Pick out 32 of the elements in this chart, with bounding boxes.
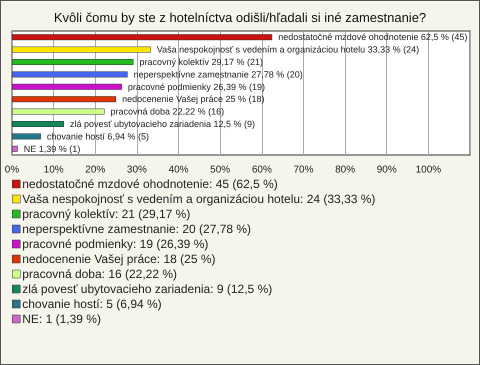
legend-label: neperspektívne zamestnanie: 20 (27,78 %) [22,222,252,236]
x-tick-label: 60% [252,164,272,176]
legend-label: pracovná doba: 16 (22,22 %) [22,267,178,281]
data-label: nedocenenie Vašej práce 25 % (18) [122,94,265,104]
x-tick-label: 90% [376,164,397,176]
x-tick-label: 20% [85,164,106,176]
x-tick-label: 40% [168,164,189,176]
legend-label: chovanie hostí: 5 (6,94 %) [22,297,162,311]
x-tick-label: 10% [44,164,64,176]
x-tick-label: 50% [210,164,230,176]
x-tick-label: 0% [4,164,20,176]
legend-label: zlá povesť ubytovacieho zariadenia: 9 (12,5 %) [22,282,272,296]
legend-label: NE: 1 (1,39 %) [22,312,101,326]
x-tick-label: 70% [293,164,314,176]
data-label: Vaša nespokojnosť s vedením a organizáciou hotelu 33,33 % (24) [156,44,420,55]
data-label: pracovná doba 22,22 % (16) [110,106,224,117]
data-label: NE 1,39 % (1) [24,144,80,154]
legend-label: pracovné podmienky: 19 (26,39 %) [22,237,208,251]
data-label: pracovný kolektív 29,17 % (21) [139,57,264,67]
x-tick-label: 80% [335,164,356,176]
data-label: neperspektívne zamestnanie 27,78 % (20) [134,69,303,80]
data-label: nedostatočné mzdové ohodnotenie 62,5 % (45) [278,32,468,42]
legend-label: nedostatočné mzdové ohodnotenie: 45 (62,5 %) [22,177,278,191]
x-tick-label: 100% [416,164,442,176]
legend-label: pracovný kolektív: 21 (29,17 %) [22,207,190,221]
data-label: chovanie hostí 6,94 % (5) [46,131,149,142]
legend-label: Vaša nespokojnosť s vedením a organizáciou hotelu: 24 (33,33 %) [22,192,376,206]
chart-title: Kvôli čomu by ste z hotelníctva odišli/hľadali si iné zamestnanie? [54,10,426,25]
legend-label: nedocenenie Vašej práce: 18 (25 %) [22,252,216,266]
data-label: zlá povesť ubytovacieho zariadenia 12,5 % (9) [70,119,256,129]
x-tick-label: 30% [126,164,148,176]
data-label: pracovné podmienky 26,39 % (19) [128,82,265,92]
